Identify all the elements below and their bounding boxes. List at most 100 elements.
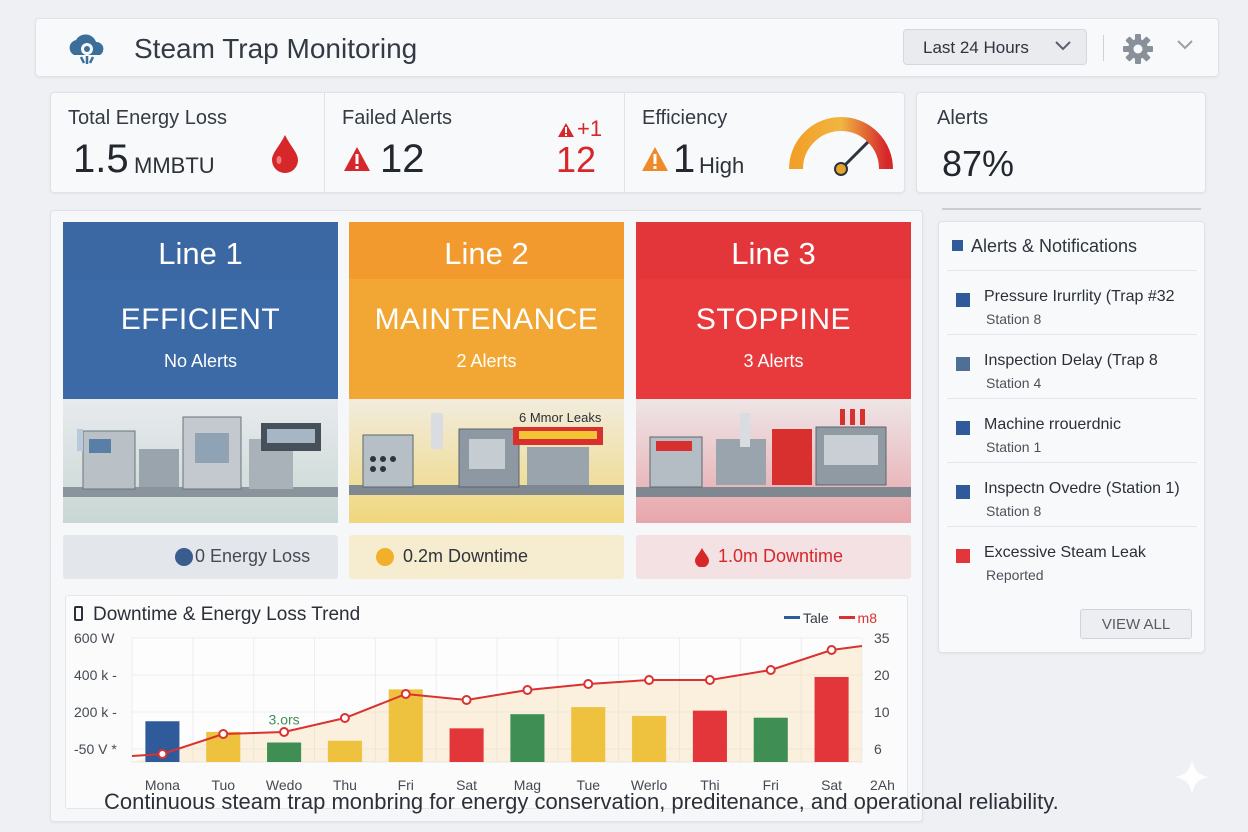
kpi-alerts: Alerts 87% — [916, 92, 1206, 193]
line-point — [157, 749, 168, 759]
bar — [510, 714, 545, 762]
bar — [327, 740, 362, 762]
line-name: Line 1 — [63, 222, 338, 279]
bar — [267, 742, 302, 762]
line-alert-count: No Alerts — [163, 351, 238, 371]
kpi-label: Efficiency — [642, 107, 728, 129]
alert-item[interactable]: Pressure Irurrlity (Trap #32 Station 8 — [947, 270, 1197, 334]
bar — [753, 717, 788, 762]
line-point — [522, 685, 533, 695]
kpi-value: 1 — [673, 137, 696, 181]
alerts-panel: Alerts & Notifications Pressure Irurrlit… — [938, 221, 1205, 653]
y-right-tick: 6 — [874, 741, 882, 757]
alert-marker — [956, 293, 970, 307]
machinery-illustration — [63, 399, 338, 523]
cloud-gear-icon — [69, 34, 104, 64]
line-point — [704, 675, 715, 685]
alert-title: Excessive Steam Leak — [984, 544, 1146, 561]
line-status-block: MAINTENANCE 2 Alerts — [349, 279, 624, 399]
alert-item[interactable]: Inspection Delay (Trap 8 Station 4 — [947, 334, 1197, 398]
sparkle-icon — [1174, 759, 1210, 795]
line-point — [644, 675, 655, 685]
alert-item[interactable]: Inspectn Ovedre (Station 1) Station 8 — [947, 462, 1197, 526]
bar — [814, 676, 849, 762]
line-card-3[interactable]: Line 3 STOPPINE 3 Alerts — [636, 222, 911, 523]
alert-subtitle: Station 8 — [986, 311, 1042, 327]
line-status: EFFICIENT — [120, 303, 281, 336]
line-1-metric: 0 Energy Loss — [63, 535, 338, 579]
production-lines-panel: Line 1 EFFICIENT No Alerts Line 2 MAINTE… — [50, 210, 923, 822]
chart-annotation: 3.ors — [269, 712, 300, 728]
chart-title: Downtime & Energy Loss Trend — [74, 604, 360, 626]
kpi-label: Failed Alerts — [342, 107, 453, 129]
warning-icon — [558, 123, 574, 137]
line-point — [218, 729, 229, 739]
time-range-select[interactable]: Last 24 Hours — [903, 29, 1087, 65]
legend-label: m8 — [857, 610, 877, 626]
chevron-down-icon[interactable] — [1176, 39, 1194, 51]
line-alert-count: 3 Alerts — [743, 351, 804, 371]
legend-label: Tale — [802, 610, 829, 626]
alert-subtitle: Station 1 — [986, 439, 1042, 455]
line-point — [583, 679, 594, 689]
line-point — [339, 713, 350, 723]
y-left-tick: 200 k - — [74, 704, 117, 720]
kpi-unit: MMBTU — [134, 153, 215, 178]
line-status-block: STOPPINE 3 Alerts — [636, 279, 911, 399]
line-card-2[interactable]: Line 2 MAINTENANCE 2 Alerts 6 Mmor Leaks — [349, 222, 624, 523]
alert-item[interactable]: Excessive Steam Leak Reported — [947, 526, 1197, 590]
x-tick: Sat — [821, 777, 842, 793]
kpi-efficiency: Efficiency 1 High — [625, 93, 906, 192]
kpi-count: 12 — [556, 139, 597, 180]
alert-title: Inspectn Ovedre (Station 1) — [984, 480, 1180, 497]
alert-item[interactable]: Machine rrouerdnic Station 1 — [947, 398, 1197, 462]
line-3-metric: 1.0m Downtime — [636, 535, 911, 579]
trend-chart: 600 W 400 k - 200 k - -50 V * 35 20 10 6 Mona Tuo… — [65, 595, 908, 809]
status-dot — [175, 548, 193, 566]
warning-icon — [642, 147, 668, 171]
line-name: Line 2 — [349, 222, 624, 279]
line-status: STOPPINE — [695, 303, 852, 336]
drop-icon — [272, 135, 298, 173]
bar — [388, 689, 423, 762]
x-tick: Sat — [456, 777, 477, 793]
metric-text: 1.0m Downtime — [718, 546, 844, 566]
machinery-illustration — [349, 399, 624, 523]
metric-text: 0 Energy Loss — [195, 546, 311, 566]
x-tick: Mag — [514, 777, 541, 793]
bar — [571, 707, 606, 762]
kpi-divider — [624, 93, 625, 192]
line-point — [826, 645, 837, 655]
page-caption: Continuous steam trap monbring for energ… — [104, 789, 1059, 814]
line-name: Line 3 — [636, 222, 911, 279]
y-right-tick: 20 — [874, 667, 890, 683]
alert-subtitle: Station 4 — [986, 375, 1042, 391]
time-range-value: Last 24 Hours — [923, 38, 1029, 57]
legend-swatch — [838, 616, 855, 619]
kpi-value: 1.5 — [73, 137, 129, 181]
x-tick: Wedo — [266, 777, 303, 793]
chevron-down-icon — [1055, 41, 1071, 51]
x-tick: Mona — [145, 777, 180, 793]
scene-annotation: 6 Mmor Leaks — [519, 410, 602, 425]
gauge-icon — [789, 117, 893, 176]
line-card-1[interactable]: Line 1 EFFICIENT No Alerts — [63, 222, 338, 523]
alerts-panel-title-text: Alerts & Notifications — [971, 236, 1138, 256]
x-tick: Fri — [398, 777, 414, 793]
y-right-tick: 35 — [874, 630, 890, 646]
kpi-value: 12 — [380, 137, 425, 181]
alerts-divider — [942, 208, 1201, 210]
gear-icon[interactable] — [1122, 33, 1154, 65]
x-tick-extra: 2Ah — [870, 777, 895, 793]
y-right-tick: 10 — [874, 704, 890, 720]
view-all-button[interactable]: VIEW ALL — [1080, 609, 1192, 639]
kpi-label: Alerts — [937, 107, 989, 129]
kpi-level: High — [699, 153, 745, 178]
area-fill — [132, 646, 862, 762]
line-2-metric: 0.2m Downtime — [349, 535, 624, 579]
chart-legend: Tale m8 — [778, 610, 877, 626]
line-alert-count: 2 Alerts — [456, 351, 517, 371]
alert-subtitle: Station 8 — [986, 503, 1042, 519]
kpi-failed-alerts: Failed Alerts 12 +1 12 — [325, 93, 624, 192]
kpi-label: Total Energy Loss — [68, 107, 227, 129]
